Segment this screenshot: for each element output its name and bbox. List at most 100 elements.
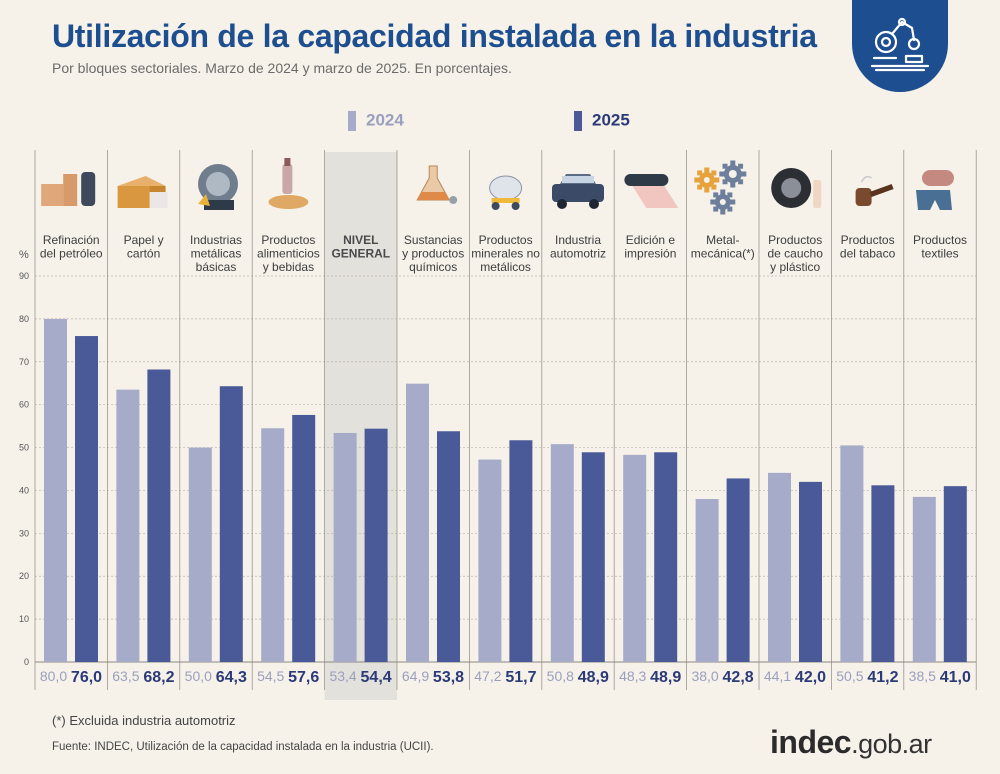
- value-label-2025: 41,0: [940, 669, 971, 686]
- value-label-2024: 80,0: [40, 668, 67, 684]
- brand-main: indec: [770, 724, 852, 760]
- category-label: Papel y cartón: [124, 233, 164, 261]
- category-label-line: minerales no: [471, 247, 540, 261]
- value-label-2025: 51,7: [505, 669, 536, 686]
- y-tick-label: 70: [19, 357, 29, 367]
- bar-2024: [768, 472, 791, 662]
- value-label-2025: 53,8: [433, 669, 464, 686]
- category-label-line: mecánica(*): [691, 247, 755, 261]
- category-label: Sustancias y productos químicos: [402, 233, 464, 274]
- cement-mixer-icon: [489, 175, 523, 210]
- tire-icon: [771, 168, 822, 208]
- category-label-line: del tabaco: [840, 247, 896, 261]
- category-label-line: impresión: [624, 247, 676, 261]
- bar-2024: [261, 428, 285, 662]
- car-icon: [552, 174, 604, 209]
- y-tick-label: 40: [19, 485, 29, 495]
- category-label-line: Edición e: [626, 233, 676, 247]
- y-tick-label: 90: [19, 271, 29, 281]
- category-label: Metal-mecánica(*): [691, 233, 755, 261]
- category-label-line: Refinación: [43, 233, 100, 247]
- indec-logo-badge: [852, 0, 948, 92]
- y-tick-label: 0: [24, 657, 29, 667]
- bar-2024: [478, 459, 502, 662]
- category-label: Industria automotriz: [550, 233, 606, 261]
- category-label-line: Productos: [841, 233, 895, 247]
- legend-swatch-2024: [348, 110, 356, 131]
- value-label-2025: 42,8: [723, 669, 754, 686]
- y-tick-label: 20: [19, 571, 29, 581]
- value-label-2025: 42,0: [795, 669, 826, 686]
- value-label-2024: 38,0: [691, 668, 718, 684]
- value-label-2024: 50,5: [836, 668, 863, 684]
- legend-2025: 2025: [574, 110, 630, 131]
- value-label-2025: 68,2: [143, 669, 174, 686]
- chart-title: Utilización de la capacidad instalada en…: [52, 18, 817, 54]
- value-label-2025: 41,2: [867, 669, 898, 686]
- bar-2025: [219, 386, 243, 662]
- value-label-2025: 54,4: [361, 669, 392, 686]
- printing-roll-icon: [624, 174, 679, 208]
- category-label: Edición e impresión: [624, 233, 676, 261]
- footnote: (*) Excluida industria automotriz: [52, 713, 236, 728]
- legend-label-2025: 2025: [592, 110, 630, 130]
- category-label-line: Papel y: [124, 233, 164, 247]
- value-label-2024: 47,2: [474, 668, 501, 684]
- value-label-2024: 48,3: [619, 668, 646, 684]
- value-label-2024: 44,1: [764, 668, 791, 684]
- bar-2025: [654, 452, 678, 662]
- indec-brand[interactable]: indec.gob.ar: [770, 724, 932, 761]
- category-label: Productos minerales no metálicos: [471, 233, 540, 274]
- category-label-line: cartón: [127, 247, 160, 261]
- bar-2024: [116, 389, 140, 662]
- value-label-2024: 38,5: [909, 668, 936, 684]
- food-beverage-icon: [268, 158, 309, 209]
- category-label-line: Productos: [913, 233, 967, 247]
- y-tick-label: 80: [19, 314, 29, 324]
- bar-2024: [912, 496, 936, 662]
- y-tick-label: 60: [19, 400, 29, 410]
- cardboard-box-icon: [117, 176, 168, 208]
- category-label-line: Productos: [479, 233, 533, 247]
- gears-icon: [694, 160, 747, 215]
- bar-2024: [695, 499, 719, 662]
- category-label-line: del petróleo: [40, 247, 103, 261]
- chemical-flask-icon: [416, 165, 458, 204]
- legend-2024: 2024: [348, 110, 404, 131]
- value-label-2024: 50,8: [547, 668, 574, 684]
- value-label-2024: 53,4: [329, 668, 356, 684]
- textile-icon: [916, 170, 954, 210]
- legend-label-2024: 2024: [366, 110, 404, 130]
- value-label-2024: 64,9: [402, 668, 429, 684]
- bar-2025: [292, 414, 316, 662]
- bar-2025: [871, 485, 895, 662]
- factory-robot-icon: [870, 17, 930, 72]
- category-label: Productos alimenticios y bebidas: [257, 233, 320, 274]
- category-label-line: Industria: [555, 233, 601, 247]
- category-label-line: GENERAL: [331, 247, 390, 261]
- bar-2024: [333, 432, 357, 662]
- bar-2024: [406, 383, 429, 662]
- value-label-2025: 48,9: [650, 669, 681, 686]
- bar-2024: [44, 318, 67, 662]
- category-label: Productos del tabaco: [840, 233, 896, 261]
- category-label-line: textiles: [921, 247, 958, 261]
- y-tick-label: 10: [19, 614, 29, 624]
- category-label-line: NIVEL: [343, 233, 378, 247]
- bar-2025: [437, 431, 460, 662]
- category-label-line: básicas: [196, 260, 237, 274]
- bar-2025: [726, 478, 750, 662]
- category-label-line: químicos: [409, 260, 457, 274]
- category-label-line: metálicos: [480, 260, 531, 274]
- y-tick-label: 30: [19, 528, 29, 538]
- bar-2024: [550, 444, 574, 662]
- chart-subtitle: Por bloques sectoriales. Marzo de 2024 y…: [52, 60, 512, 76]
- bar-2024: [840, 445, 864, 662]
- category-label-line: automotriz: [550, 247, 606, 261]
- bar-2024: [623, 454, 647, 662]
- value-label-2024: 50,0: [185, 668, 212, 684]
- value-label-2025: 57,6: [288, 669, 319, 686]
- category-label-line: de caucho: [768, 247, 824, 261]
- category-label: Productos de caucho y plástico: [768, 233, 824, 274]
- category-label-line: metálicas: [191, 247, 242, 261]
